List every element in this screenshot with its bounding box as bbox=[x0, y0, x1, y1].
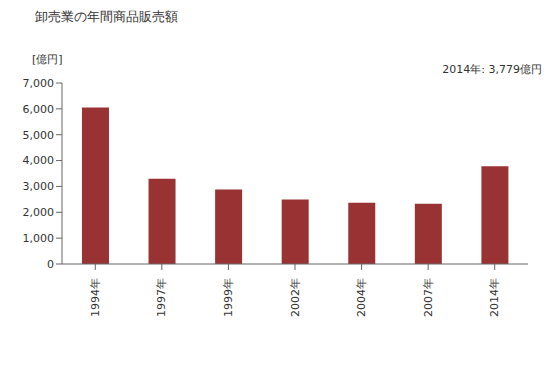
svg-text:2002年: 2002年 bbox=[289, 278, 302, 317]
svg-text:2,000: 2,000 bbox=[23, 206, 55, 219]
svg-text:2014年: 2014年 bbox=[488, 278, 501, 317]
svg-text:1,000: 1,000 bbox=[23, 232, 55, 245]
html-text:卸売業の年間商品販売額: 卸売業の年間商品販売額 bbox=[35, 9, 178, 24]
svg-text:7,000: 7,000 bbox=[23, 77, 55, 90]
svg-text:0: 0 bbox=[47, 258, 54, 271]
svg-text:1997年: 1997年 bbox=[155, 278, 168, 317]
svg-text:4,000: 4,000 bbox=[23, 154, 55, 167]
svg-text:1994年: 1994年 bbox=[89, 278, 102, 317]
svg-text:5,000: 5,000 bbox=[23, 129, 55, 142]
svg-text:2007年: 2007年 bbox=[422, 278, 435, 317]
html-text:2014年: 3,779億円: 2014年: 3,779億円 bbox=[442, 63, 542, 76]
svg-text:1999年: 1999年 bbox=[222, 278, 235, 317]
html-text:[億円]: [億円] bbox=[32, 53, 63, 66]
svg-text:6,000: 6,000 bbox=[23, 103, 55, 116]
svg-text:3,000: 3,000 bbox=[23, 180, 55, 193]
svg-text:2004年: 2004年 bbox=[355, 278, 368, 317]
